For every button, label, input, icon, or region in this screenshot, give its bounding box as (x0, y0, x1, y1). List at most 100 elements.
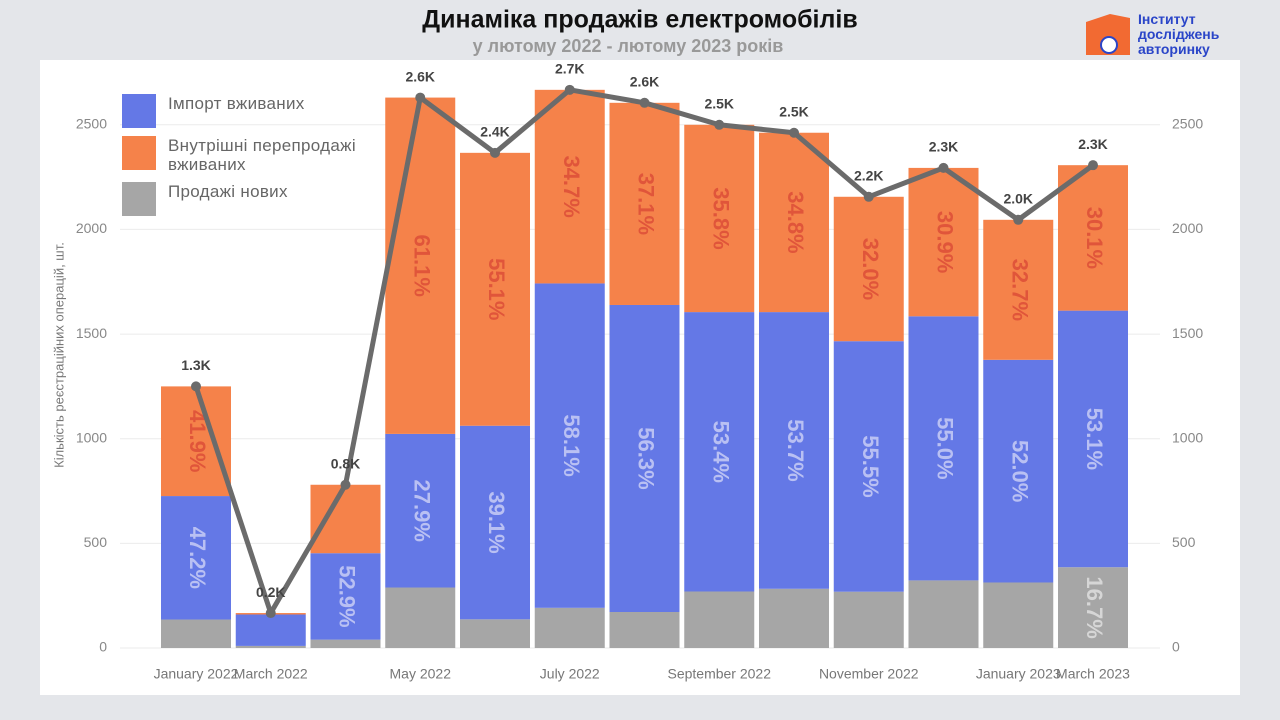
legend-label: Продажі нових (168, 182, 288, 201)
y2-tick-label: 0 (1172, 639, 1180, 655)
share-label: 53.4% (708, 421, 733, 483)
bar-segment (460, 152, 530, 426)
logo: Інститут досліджень авторинку (1138, 12, 1219, 57)
legend-label: Внутрішні перепродажі вживаних (168, 136, 356, 174)
logo-text: Інститут (1138, 11, 1196, 27)
share-label: 55.1% (484, 258, 509, 320)
total-point (191, 381, 201, 392)
share-label: 58.1% (559, 414, 584, 476)
total-point (789, 127, 799, 138)
total-point (340, 479, 351, 490)
bar-segment (908, 316, 979, 581)
y2-tick-label: 1500 (1172, 325, 1203, 341)
legend-swatch (122, 136, 156, 170)
bar-segment (684, 124, 755, 313)
share-label: 35.8% (708, 187, 733, 249)
total-point (639, 97, 650, 108)
bar-segment (161, 496, 231, 620)
share-label: 27.9% (409, 480, 434, 542)
bar-segment (684, 591, 755, 648)
bar-segment (1058, 310, 1128, 568)
y-tick-label: 1000 (76, 429, 107, 445)
total-point (265, 608, 276, 619)
logo-shape (1086, 14, 1130, 55)
bar-segment (310, 553, 381, 640)
y-tick-label: 500 (84, 534, 108, 550)
share-label: 47.2% (185, 527, 210, 589)
bar-segment (385, 433, 456, 588)
logo-text: авторинку (1138, 41, 1210, 57)
bar-segment (534, 89, 605, 284)
x-tick-label: May 2022 (390, 666, 452, 682)
total-label: 0.2K (256, 584, 286, 600)
bar-segment (161, 386, 231, 497)
total-point (1013, 214, 1024, 225)
x-tick-label: January 2022 (154, 666, 239, 682)
bar-segment (310, 484, 381, 554)
total-label: 2.4K (480, 124, 510, 140)
total-point (938, 162, 949, 173)
x-tick-label: March 2023 (1056, 666, 1130, 682)
y2-tick-label: 2000 (1172, 220, 1203, 236)
share-label: 32.0% (858, 238, 883, 300)
share-label: 55.0% (933, 417, 958, 479)
bar-segment (908, 580, 979, 648)
total-label: 2.7K (555, 61, 585, 77)
share-label: 53.1% (1082, 408, 1107, 470)
share-label: 34.7% (559, 155, 584, 217)
x-tick-label: March 2022 (234, 666, 308, 682)
share-label: 34.8% (783, 191, 808, 253)
bar-segment (385, 587, 456, 648)
total-point (1088, 160, 1098, 171)
bar-segment (908, 167, 979, 317)
legend-item: Імпорт вживаних (122, 94, 382, 128)
legend-item: Внутрішні перепродажі вживаних (122, 136, 382, 174)
chart-subtitle: у лютому 2022 - лютому 2023 років (473, 36, 784, 56)
total-point (490, 147, 500, 158)
bar-segment (534, 607, 605, 648)
x-tick-label: September 2022 (667, 666, 771, 682)
total-label: 0.8K (331, 455, 361, 471)
bar-segment (161, 619, 231, 648)
total-label: 2.6K (630, 74, 660, 90)
bar-segment (833, 591, 904, 648)
share-label: 39.1% (484, 491, 509, 553)
bar-segment (534, 283, 605, 608)
y2-tick-label: 2500 (1172, 115, 1203, 131)
logo-text: досліджень (1138, 26, 1220, 42)
share-label: 61.1% (409, 235, 434, 297)
legend-item: Продажі нових (122, 182, 382, 216)
bar-segment (833, 196, 904, 342)
bar-segment (983, 582, 1054, 648)
y-tick-label: 2000 (76, 220, 107, 236)
total-label: 2.2K (854, 167, 884, 183)
bar-segment (1058, 165, 1128, 311)
bar-segment (235, 645, 306, 648)
share-label: 52.9% (335, 565, 360, 627)
bar-segment (385, 97, 456, 434)
y-tick-label: 2500 (76, 115, 107, 131)
bar-segment (983, 359, 1054, 583)
share-label: 37.1% (634, 173, 659, 235)
logo-icon (1100, 36, 1118, 54)
bar-segment (460, 619, 530, 648)
bar-segment (1058, 567, 1128, 648)
total-point (415, 92, 426, 103)
bar-segment (833, 341, 904, 592)
bar-segment (759, 588, 829, 648)
total-point (863, 191, 874, 202)
bar-segment (460, 425, 530, 620)
x-tick-label: July 2022 (540, 666, 600, 682)
x-tick-label: November 2022 (819, 666, 919, 682)
share-label: 52.0% (1007, 440, 1032, 502)
legend-label: Імпорт вживаних (168, 94, 305, 113)
bar-segment (609, 612, 680, 648)
chart-title: Динаміка продажів електромобілів (422, 6, 857, 34)
x-tick-label: January 2023 (976, 666, 1061, 682)
share-label: 53.7% (783, 419, 808, 481)
bar-segment (983, 219, 1054, 360)
share-label: 30.9% (933, 211, 958, 273)
total-label: 1.3K (181, 357, 211, 373)
